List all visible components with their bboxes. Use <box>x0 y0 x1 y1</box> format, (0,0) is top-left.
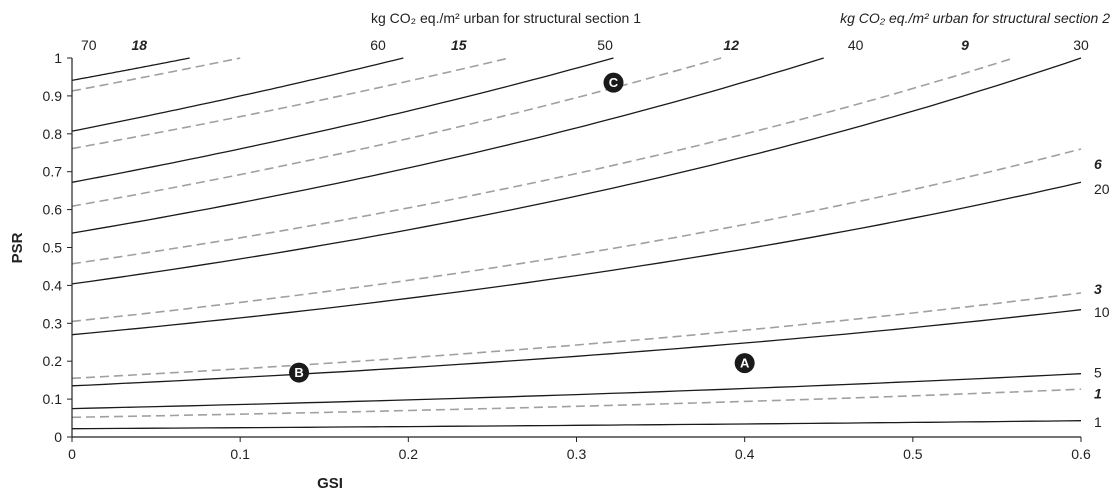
solid-curve-30 <box>71 57 824 234</box>
axes-layer <box>71 58 1081 438</box>
annotation-marker <box>734 353 755 374</box>
top-label: 18 <box>131 37 147 53</box>
x-ticks: 0 0.1 0.2 0.3 0.4 0.5 0.6 <box>68 437 1091 462</box>
x-tick-label: 0.5 <box>903 446 923 462</box>
right-label: 5 <box>1094 365 1102 381</box>
y-tick-label: 0.2 <box>43 353 63 369</box>
solid-curve-s4 <box>71 57 1082 285</box>
top-label: 12 <box>723 37 739 53</box>
right-label: 1 <box>1094 414 1102 430</box>
annotation-a: A <box>734 353 755 374</box>
annotation-markers: A B C <box>289 72 755 383</box>
top-label: 15 <box>451 37 467 53</box>
x-tick-label: 0 <box>68 446 76 462</box>
solid-curve-1 <box>71 420 1082 430</box>
dashed-curve-9 <box>71 57 722 207</box>
solid-curve-10 <box>71 309 1082 387</box>
top-label: 70 <box>81 37 97 53</box>
y-tick-label: 0.1 <box>43 391 63 407</box>
solid-curve-40 <box>71 57 614 183</box>
y-ticks: 0 0.1 0.2 0.3 0.4 0.5 0.6 0.7 0.8 0.9 1 <box>43 50 72 445</box>
y-tick-label: 0.6 <box>43 202 63 218</box>
annotation-label: B <box>294 365 303 380</box>
dashed-curve-12 <box>71 57 510 150</box>
dashed-curve-6 <box>71 57 1014 265</box>
right-label: 6 <box>1094 156 1102 172</box>
right-label: 10 <box>1094 304 1110 320</box>
top-label: 60 <box>370 37 386 53</box>
y-tick-label: 0.8 <box>43 126 63 142</box>
top-label: 30 <box>1073 37 1089 53</box>
solid-curve-5 <box>71 373 1082 410</box>
top-heading-section-2: kg CO₂ eq./m² urban for structural secti… <box>840 10 1110 26</box>
dashed-curve-15 <box>71 57 241 92</box>
y-axis-title: PSR <box>9 232 26 263</box>
x-tick-label: 0.2 <box>399 446 419 462</box>
y-tick-label: 0.5 <box>43 240 63 256</box>
right-label: 20 <box>1094 181 1110 197</box>
top-label: 40 <box>848 37 864 53</box>
right-label: 1 <box>1094 385 1102 401</box>
solid-curve-60 <box>71 57 190 82</box>
top-label: 9 <box>961 37 969 53</box>
y-tick-label: 0.4 <box>43 277 63 293</box>
top-curve-labels: 70 18 60 15 50 12 40 9 30 <box>81 37 1089 53</box>
y-tick-label: 0.7 <box>43 164 63 180</box>
right-curve-labels: 6 20 3 10 5 1 1 <box>1094 156 1110 430</box>
x-tick-label: 0.3 <box>567 446 587 462</box>
solid-curve-50 <box>71 57 404 132</box>
x-tick-label: 0.6 <box>1071 446 1091 462</box>
curves-layer <box>71 57 1082 430</box>
annotation-b: B <box>289 362 310 383</box>
right-label: 3 <box>1094 281 1102 297</box>
annotation-c: C <box>603 72 624 93</box>
x-tick-label: 0.4 <box>735 446 755 462</box>
y-tick-label: 1 <box>54 50 62 66</box>
dashed-curve-s11 <box>71 148 1082 323</box>
annotation-label: C <box>609 75 619 90</box>
dashed-curve-1 <box>71 388 1082 419</box>
x-tick-label: 0.1 <box>230 446 250 462</box>
annotation-marker <box>603 72 624 93</box>
dashed-curve-3 <box>71 292 1082 380</box>
solid-curve-20 <box>71 181 1082 336</box>
y-tick-label: 0.9 <box>43 88 63 104</box>
top-heading-section-1: kg CO₂ eq./m² urban for structural secti… <box>371 10 641 26</box>
top-label: 50 <box>597 37 613 53</box>
y-tick-label: 0.3 <box>43 315 63 331</box>
annotation-label: A <box>740 356 750 371</box>
x-axis-title: GSI <box>317 475 343 492</box>
annotation-marker <box>289 362 310 383</box>
y-tick-label: 0 <box>54 429 62 445</box>
